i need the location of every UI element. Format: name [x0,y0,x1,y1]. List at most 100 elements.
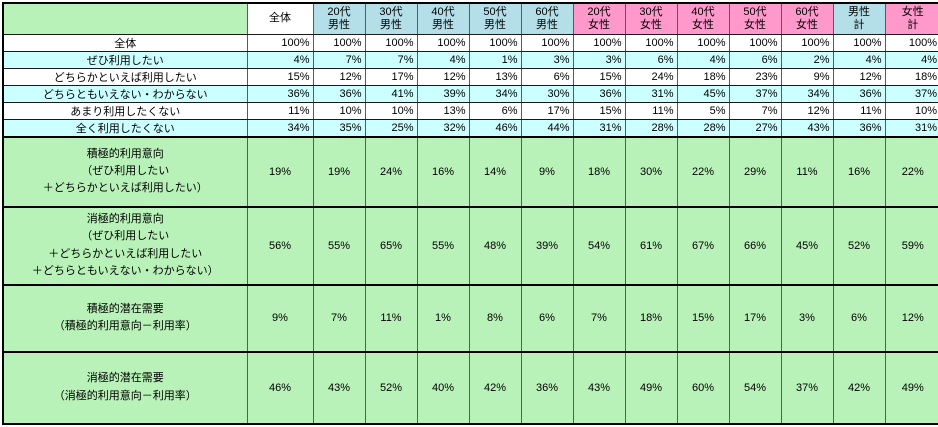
data-cell: 11% [780,135,834,207]
data-cell: 7% [312,50,366,69]
data-cell: 34% [468,84,522,103]
data-cell: 54% [572,205,626,285]
column-header: 30代 女性 [624,2,678,35]
data-cell: 100% [572,33,626,52]
data-cell: 44% [520,118,574,137]
data-cell: 100% [246,33,314,52]
data-cell: 52% [832,205,886,285]
data-cell: 37% [728,84,782,103]
data-cell: 6% [832,283,886,352]
data-cell: 49% [624,350,678,424]
data-cell: 19% [246,135,314,207]
data-cell: 18% [624,283,678,352]
data-cell: 45% [676,84,730,103]
data-cell: 59% [884,205,938,285]
row-label: ぜひ利用したい [2,50,248,69]
data-cell: 100% [416,33,470,52]
row-label: 消極的利用意向 （ぜひ利用したい ＋どちらかといえば利用したい ＋どちらともいえ… [2,205,248,285]
data-cell: 28% [676,118,730,137]
data-cell: 17% [520,101,574,120]
data-cell: 4% [832,50,886,69]
data-cell: 46% [246,350,314,424]
data-cell: 100% [780,33,834,52]
data-cell: 10% [312,101,366,120]
data-cell: 65% [364,205,418,285]
data-cell: 23% [728,67,782,86]
row-label: 積極的利用意向 （ぜひ利用したい ＋どちらかといえば利用したい） [2,135,248,207]
data-cell: 12% [884,283,938,352]
data-cell: 41% [364,84,418,103]
data-cell: 3% [780,283,834,352]
data-cell: 100% [520,33,574,52]
data-cell: 29% [728,135,782,207]
row-label: どちらともいえない・わからない [2,84,248,103]
data-cell: 100% [884,33,938,52]
data-cell: 22% [676,135,730,207]
data-cell: 34% [780,84,834,103]
data-cell: 17% [728,283,782,352]
data-cell: 6% [468,101,522,120]
data-cell: 17% [364,67,418,86]
column-header: 30代 男性 [364,2,418,35]
column-header: 女性 計 [884,2,938,35]
data-cell: 42% [468,350,522,424]
data-cell: 39% [416,84,470,103]
row-label: 消極的潜在需要 （消極的利用意向－利用率） [2,350,248,424]
table-row: ぜひ利用したい 4% 7% 7% 4% 1% 3% 3% 6% 4% 6% 2% 4% 4% [2,50,938,69]
data-cell: 61% [624,205,678,285]
table-row: 全く利用したくない 34% 35% 25% 32% 46% 44% 31% 28% 28% 27% 4… [2,118,938,137]
data-cell: 12% [416,67,470,86]
data-cell: 48% [468,205,522,285]
data-cell: 100% [364,33,418,52]
table-row: 全体 100% 100% 100% 100% 100% 100% 100% 100% 100% 10… [2,33,938,52]
data-cell: 100% [676,33,730,52]
data-cell: 15% [572,67,626,86]
data-cell: 27% [728,118,782,137]
data-cell: 8% [468,283,522,352]
data-cell: 4% [246,50,314,69]
table-row: 積極的利用意向 （ぜひ利用したい ＋どちらかといえば利用したい） 19% 19% 24… [2,135,938,207]
data-cell: 100% [312,33,366,52]
data-cell: 39% [520,205,574,285]
data-cell: 16% [832,135,886,207]
data-cell: 7% [364,50,418,69]
table-row: どちらかといえば利用したい 15% 12% 17% 12% 13% 6% 15% 24% 18% 2… [2,67,938,86]
data-cell: 30% [520,84,574,103]
data-cell: 13% [468,67,522,86]
data-cell: 4% [884,50,938,69]
table-row: 消極的利用意向 （ぜひ利用したい ＋どちらかといえば利用したい ＋どちらともいえ… [2,205,938,285]
data-cell: 13% [416,101,470,120]
column-header: 40代 女性 [676,2,730,35]
data-cell: 37% [884,84,938,103]
data-cell: 22% [884,135,938,207]
column-header: 20代 男性 [312,2,366,35]
data-cell: 31% [572,118,626,137]
data-cell: 16% [416,135,470,207]
data-cell: 25% [364,118,418,137]
data-cell: 6% [728,50,782,69]
data-cell: 100% [728,33,782,52]
data-cell: 43% [312,350,366,424]
data-cell: 36% [312,84,366,103]
data-cell: 1% [468,50,522,69]
data-cell: 66% [728,205,782,285]
table-row: 消極的潜在需要 （消極的利用意向－利用率） 46% 43% 52% 40% 42% 36% 4… [2,350,938,424]
column-header: 全体 [246,2,314,35]
data-cell: 7% [728,101,782,120]
data-cell: 15% [676,283,730,352]
data-cell: 35% [312,118,366,137]
data-cell: 5% [676,101,730,120]
data-cell: 60% [676,350,730,424]
data-cell: 3% [520,50,574,69]
data-cell: 32% [416,118,470,137]
data-cell: 28% [624,118,678,137]
column-header: 20代 女性 [572,2,626,35]
data-cell: 15% [246,67,314,86]
data-cell: 9% [246,283,314,352]
table-row: どちらともいえない・わからない 36% 36% 41% 39% 34% 30% 36% 31% 4… [2,84,938,103]
data-cell: 18% [884,67,938,86]
row-label: 積極的潜在需要 （積極的利用意向－利用率） [2,283,248,352]
header-row: 全体 20代 男性 30代 男性 40代 男性 50代 男性 60代 男性 20代 女性 30… [2,2,938,35]
data-cell: 6% [520,283,574,352]
